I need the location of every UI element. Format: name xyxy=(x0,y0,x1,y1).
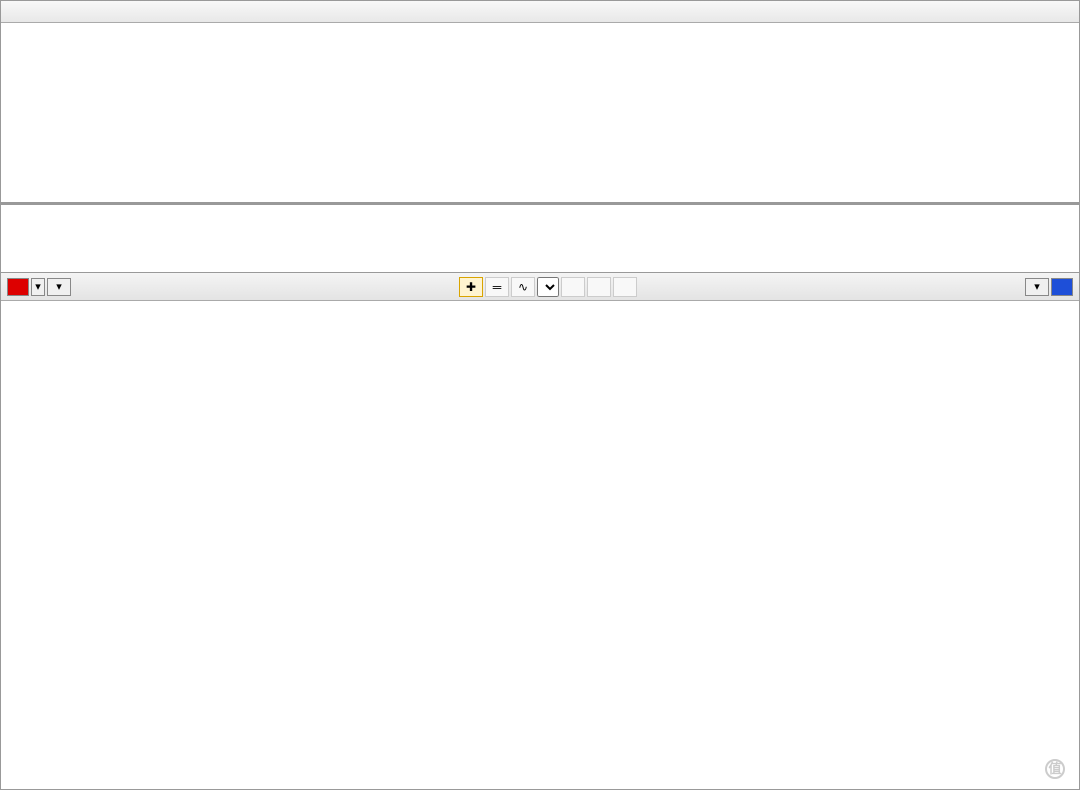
main-table-wrap xyxy=(1,23,1079,203)
color-picker[interactable] xyxy=(7,278,29,296)
wave-btn[interactable]: ∿ xyxy=(511,277,535,297)
right-color[interactable] xyxy=(1051,278,1073,296)
crosshair-btn[interactable]: ✚ xyxy=(459,277,483,297)
tabs-bar xyxy=(1,1,1079,23)
axis-selector[interactable] xyxy=(537,277,559,297)
zoom-fit-btn[interactable] xyxy=(613,277,637,297)
chart-area[interactable]: 值 xyxy=(1,301,1079,789)
hline-btn[interactable]: ═ xyxy=(485,277,509,297)
chart-toolbar: ▾ ▾ ✚ ═ ∿ ▾ xyxy=(1,273,1079,301)
zoom-out-btn[interactable] xyxy=(587,277,611,297)
right-dropdown[interactable]: ▾ xyxy=(1025,278,1049,296)
zoom-in-btn[interactable] xyxy=(561,277,585,297)
color-dropdown[interactable]: ▾ xyxy=(31,278,45,296)
chart-svg[interactable] xyxy=(1,301,1079,789)
style-dropdown[interactable]: ▾ xyxy=(47,278,71,296)
zone-table-wrap xyxy=(1,203,1079,273)
